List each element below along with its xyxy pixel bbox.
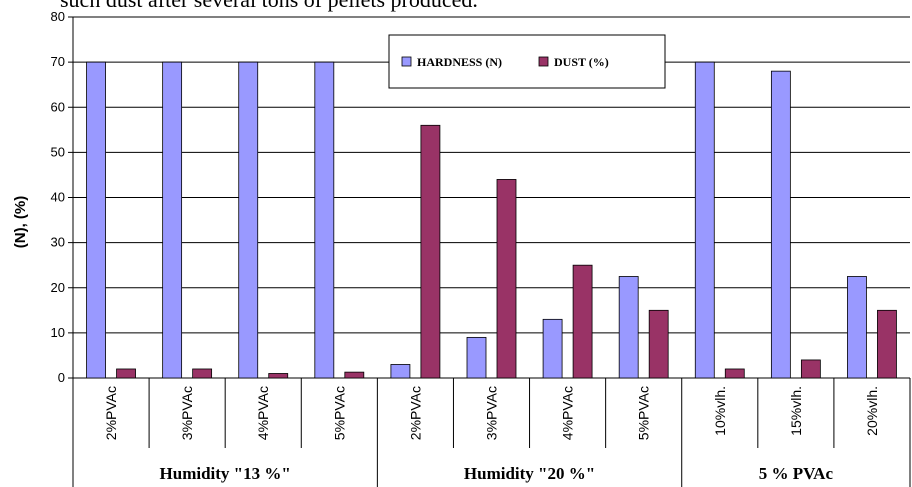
dust-bar bbox=[496, 179, 517, 379]
group-labels: Humidity "13 %" Humidity "20 %" 5 % PVAc bbox=[160, 464, 834, 483]
y-tick-label: 10 bbox=[51, 325, 65, 340]
category-label: 2%PVAc bbox=[103, 386, 119, 440]
y-axis-label: (N), (%) bbox=[12, 196, 29, 249]
y-tick-label: 0 bbox=[58, 370, 65, 385]
group-label: Humidity "20 %" bbox=[464, 464, 595, 483]
y-tick-label: 20 bbox=[51, 280, 65, 295]
category-label: 10%vlh. bbox=[712, 386, 728, 436]
hardness-bar bbox=[86, 61, 106, 379]
dust-bar bbox=[572, 264, 593, 379]
dust-bar bbox=[268, 373, 289, 379]
axes bbox=[68, 16, 911, 487]
category-label: 2%PVAc bbox=[407, 386, 423, 440]
y-tick-label: 80 bbox=[51, 9, 65, 24]
y-tick-label: 50 bbox=[51, 144, 65, 159]
header-text: such dust after several tons of pellets … bbox=[60, 0, 478, 13]
hardness-bar bbox=[847, 276, 867, 379]
category-label: 4%PVAc bbox=[560, 386, 576, 440]
gridlines bbox=[73, 16, 910, 334]
legend-swatch bbox=[401, 56, 412, 67]
hardness-bar bbox=[314, 61, 335, 379]
group-label: Humidity "13 %" bbox=[160, 464, 291, 483]
legend-label: HARDNESS (N) bbox=[417, 55, 502, 69]
group-label: 5 % PVAc bbox=[759, 464, 834, 483]
y-tick-label: 40 bbox=[51, 190, 65, 205]
dust-bar bbox=[648, 309, 669, 379]
y-tick-label: 30 bbox=[51, 235, 65, 250]
dust-bar bbox=[724, 368, 745, 379]
category-label: 5%PVAc bbox=[636, 386, 652, 440]
legend-swatch bbox=[538, 56, 549, 67]
dust-bar bbox=[344, 371, 365, 379]
hardness-bar bbox=[618, 276, 639, 379]
dust-bar bbox=[800, 359, 821, 379]
hardness-bar bbox=[162, 61, 183, 379]
y-tick-label: 70 bbox=[51, 54, 65, 69]
hardness-bar bbox=[770, 70, 791, 379]
category-label: 20%vlh. bbox=[864, 386, 880, 436]
hardness-bar bbox=[694, 61, 715, 379]
legend-label: DUST (%) bbox=[554, 55, 609, 69]
legend-box bbox=[388, 34, 666, 89]
category-label: 5%PVAc bbox=[331, 386, 347, 440]
category-label: 3%PVAc bbox=[484, 386, 500, 440]
hardness-bar bbox=[390, 364, 411, 379]
hardness-bar bbox=[466, 336, 487, 379]
legend: HARDNESS (N) DUST (%) bbox=[388, 34, 666, 89]
hardness-bar bbox=[238, 61, 259, 379]
dust-bar bbox=[116, 368, 136, 379]
category-label: 3%PVAc bbox=[179, 386, 195, 440]
category-label: 15%vlh. bbox=[788, 386, 804, 436]
category-labels: 2%PVAc 3%PVAc 4%PVAc 5%PVAc 2%PVAc 3%PVAc 4%PV… bbox=[103, 386, 880, 440]
bars bbox=[86, 61, 897, 379]
category-label: 4%PVAc bbox=[255, 386, 271, 440]
y-tick-label: 60 bbox=[51, 99, 65, 114]
dust-bar bbox=[192, 368, 213, 379]
dust-bar bbox=[420, 124, 441, 379]
y-tick-labels: 0 10 20 30 40 50 60 70 80 bbox=[51, 9, 65, 385]
dust-bar bbox=[877, 309, 897, 379]
hardness-bar bbox=[542, 318, 563, 379]
